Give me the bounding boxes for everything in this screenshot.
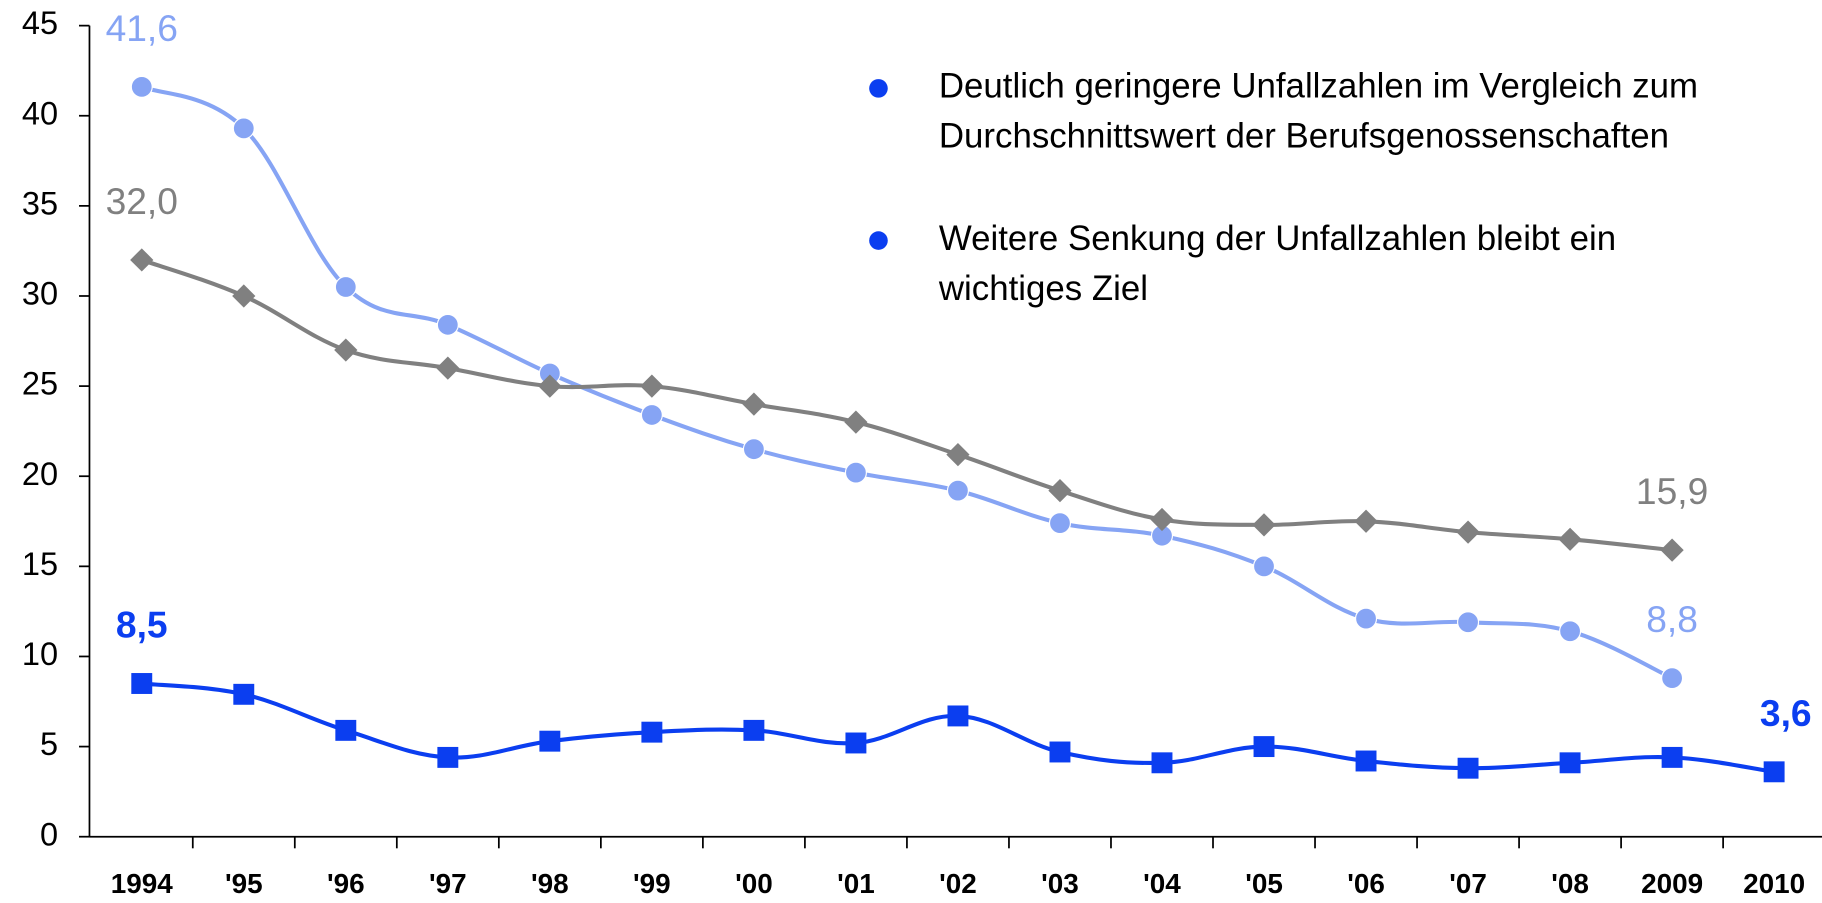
x-tick-label: '98 — [531, 868, 569, 899]
point — [742, 438, 765, 461]
series-line — [141, 258, 1673, 553]
y-tick-label: 15 — [22, 546, 58, 582]
point — [1151, 752, 1173, 774]
x-tick-label: '99 — [633, 868, 671, 899]
point — [131, 673, 153, 694]
point — [1558, 527, 1582, 551]
point — [1661, 746, 1683, 768]
point — [640, 374, 664, 398]
x-tick-label: '96 — [327, 868, 365, 899]
x-tick-label: '97 — [429, 868, 467, 899]
point — [844, 461, 867, 484]
y-tick-label: 10 — [22, 636, 58, 672]
point — [1661, 667, 1684, 690]
point — [335, 719, 357, 741]
x-tick-label: '00 — [735, 868, 773, 899]
point — [844, 410, 868, 434]
point — [436, 313, 459, 336]
x-tick-label: '08 — [1551, 868, 1589, 899]
point — [641, 721, 663, 743]
value-label: 32,0 — [106, 180, 178, 222]
bullet-dot — [869, 79, 888, 98]
y-tick-label: 20 — [22, 456, 58, 492]
point — [1252, 555, 1276, 578]
point — [1048, 512, 1072, 535]
point — [1559, 752, 1581, 774]
point — [743, 719, 765, 741]
point — [1048, 479, 1072, 503]
x-tick-label: 1994 — [111, 868, 174, 899]
point — [947, 705, 969, 727]
point — [539, 730, 561, 752]
point — [1456, 520, 1480, 544]
point — [946, 442, 970, 467]
x-tick-label: '07 — [1449, 868, 1487, 899]
point — [334, 338, 358, 362]
value-label: 8,5 — [116, 604, 168, 646]
point — [1457, 611, 1480, 634]
x-tick-label: 2009 — [1641, 868, 1703, 899]
point — [1660, 538, 1684, 562]
bullet-text: Deutlich geringere Unfallzahlen im Vergl… — [939, 67, 1698, 106]
point — [233, 683, 255, 705]
point — [1150, 507, 1174, 532]
y-tick-label: 40 — [22, 95, 58, 131]
value-label: 3,6 — [1760, 692, 1812, 734]
point — [946, 479, 969, 502]
point — [640, 403, 663, 426]
y-tick-label: 5 — [40, 726, 58, 762]
x-tick-label: '03 — [1041, 868, 1079, 899]
y-tick-label: 30 — [22, 276, 58, 312]
point — [1457, 757, 1479, 779]
x-tick-label: '02 — [939, 868, 977, 899]
y-tick-label: 25 — [22, 366, 58, 402]
point — [1354, 509, 1378, 533]
point — [742, 392, 766, 416]
point — [130, 75, 153, 98]
point — [1252, 513, 1276, 537]
point — [437, 746, 459, 768]
point — [130, 248, 154, 272]
point — [232, 284, 256, 308]
point — [845, 732, 867, 754]
x-tick-label: '01 — [837, 868, 875, 899]
point — [1354, 607, 1378, 630]
bullet-dot — [869, 231, 888, 250]
series-line — [141, 681, 1775, 774]
x-tick-label: '06 — [1347, 868, 1385, 899]
x-tick-label: '05 — [1245, 868, 1283, 899]
point — [334, 275, 357, 299]
point — [436, 356, 460, 380]
x-tick-label: '95 — [225, 868, 263, 899]
x-tick-label: '04 — [1143, 868, 1181, 899]
point — [1253, 736, 1275, 758]
point — [1355, 750, 1377, 772]
point — [1559, 620, 1582, 643]
y-tick-label: 0 — [40, 816, 58, 852]
point — [1049, 741, 1071, 763]
y-tick-label: 35 — [22, 185, 58, 221]
y-tick-label: 45 — [22, 5, 58, 41]
value-label: 8,8 — [1646, 598, 1698, 640]
bullet-text: Weitere Senkung der Unfallzahlen bleibt … — [939, 219, 1616, 258]
point — [232, 117, 255, 140]
value-label: 41,6 — [106, 7, 178, 49]
point — [1763, 761, 1785, 783]
value-label: 15,9 — [1636, 470, 1708, 512]
bullet-text: Durchschnittswert der Berufsgenossenscha… — [939, 117, 1669, 156]
x-tick-label: 2010 — [1743, 868, 1805, 899]
bullet-text: wichtiges Ziel — [938, 269, 1148, 308]
series-line — [140, 84, 1673, 680]
